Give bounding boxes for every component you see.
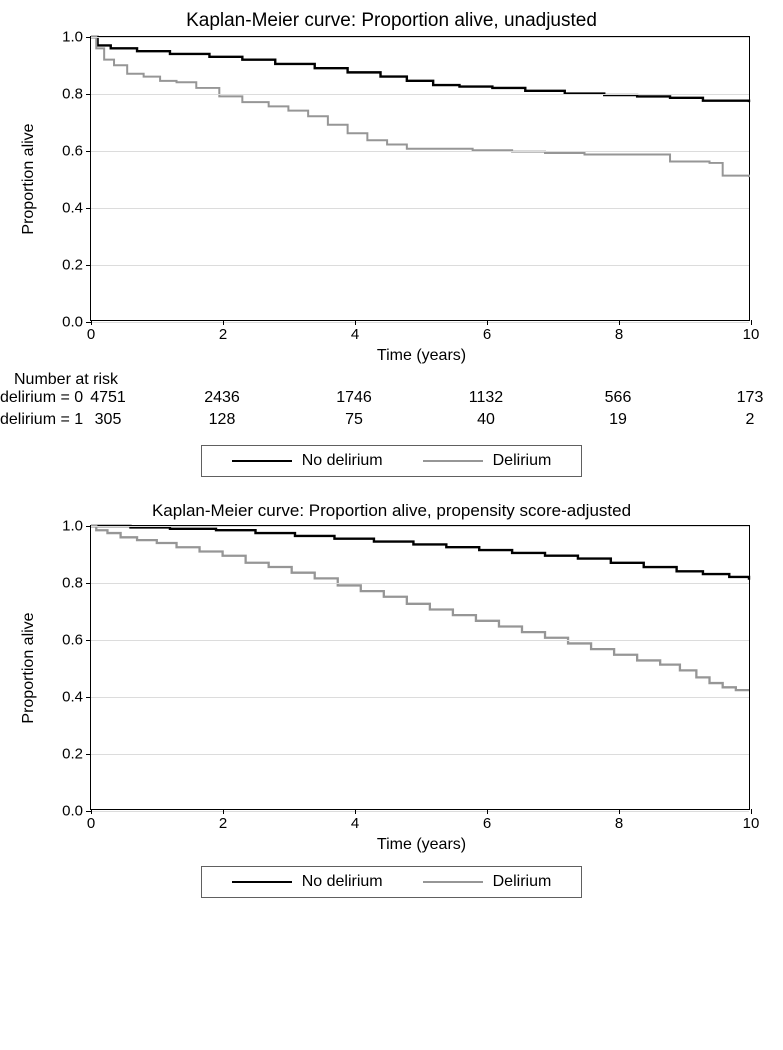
xtick-label: 8: [615, 809, 623, 832]
legend-label: Delirium: [493, 452, 552, 470]
legend-label: No delirium: [302, 452, 383, 470]
series-no-delirium: [91, 526, 749, 580]
risk-row: delirium = 13051287540192: [90, 411, 750, 433]
series-no-delirium: [91, 37, 749, 102]
x-axis-title: Time (years): [90, 347, 753, 365]
risk-cell: 2: [746, 411, 755, 429]
km-chart-unadjusted: Kaplan-Meier curve: Proportion alive, un…: [10, 10, 773, 477]
ytick-label: 0.8: [62, 86, 91, 103]
xtick-label: 8: [615, 320, 623, 343]
plot-area: Proportion alive 0.00.20.40.60.81.002468…: [90, 525, 750, 810]
legend-item: Delirium: [423, 873, 552, 891]
gridline: [91, 94, 749, 95]
risk-cell: 1746: [336, 389, 372, 407]
chart-title: Kaplan-Meier curve: Proportion alive, un…: [10, 10, 773, 32]
risk-cell: 566: [605, 389, 632, 407]
ytick-label: 0.2: [62, 257, 91, 274]
risk-row: delirium = 04751243617461132566173: [90, 389, 750, 411]
xtick-label: 2: [219, 809, 227, 832]
ytick-label: 0.2: [62, 746, 91, 763]
legend-item: No delirium: [232, 873, 383, 891]
gridline: [91, 697, 749, 698]
ytick-label: 0.8: [62, 575, 91, 592]
risk-cell: 4751: [90, 389, 126, 407]
risk-cell: 40: [477, 411, 495, 429]
km-chart-adjusted: Kaplan-Meier curve: Proportion alive, pr…: [10, 501, 773, 898]
ytick-label: 0.6: [62, 143, 91, 160]
risk-cell: 173: [737, 389, 764, 407]
gridline: [91, 208, 749, 209]
chart-title: Kaplan-Meier curve: Proportion alive, pr…: [10, 501, 773, 521]
risk-cell: 75: [345, 411, 363, 429]
risk-cell: 305: [95, 411, 122, 429]
legend-swatch: [232, 881, 292, 883]
xtick-label: 6: [483, 809, 491, 832]
series-lines: [91, 37, 749, 320]
series-delirium: [91, 526, 749, 690]
y-axis-title: Proportion alive: [20, 123, 38, 234]
risk-cell: 2436: [204, 389, 240, 407]
y-axis-title: Proportion alive: [20, 612, 38, 723]
xtick-label: 0: [87, 320, 95, 343]
xtick-label: 4: [351, 320, 359, 343]
gridline: [91, 526, 749, 527]
number-at-risk-table: Number at risk delirium = 04751243617461…: [10, 371, 773, 433]
series-lines: [91, 526, 749, 809]
xtick-label: 10: [743, 320, 760, 343]
xtick-label: 10: [743, 809, 760, 832]
legend: No delirium Delirium: [201, 445, 583, 477]
legend-swatch: [423, 881, 483, 883]
ytick-label: 1.0: [62, 29, 91, 46]
gridline: [91, 811, 749, 812]
xtick-label: 0: [87, 809, 95, 832]
legend-swatch: [423, 460, 483, 462]
xtick-label: 4: [351, 809, 359, 832]
ytick-label: 0.4: [62, 689, 91, 706]
risk-cell: 1132: [469, 389, 503, 407]
gridline: [91, 37, 749, 38]
legend-swatch: [232, 460, 292, 462]
ytick-label: 1.0: [62, 518, 91, 535]
series-delirium: [91, 37, 749, 177]
legend-label: Delirium: [493, 873, 552, 891]
legend-item: No delirium: [232, 452, 383, 470]
ytick-label: 0.6: [62, 632, 91, 649]
xtick-label: 2: [219, 320, 227, 343]
gridline: [91, 151, 749, 152]
legend-label: No delirium: [302, 873, 383, 891]
gridline: [91, 583, 749, 584]
gridline: [91, 322, 749, 323]
risk-row-label: delirium = 1: [0, 411, 110, 429]
gridline: [91, 640, 749, 641]
ytick-label: 0.4: [62, 200, 91, 217]
xtick-label: 6: [483, 320, 491, 343]
legend: No delirium Delirium: [201, 866, 583, 898]
gridline: [91, 754, 749, 755]
risk-cell: 128: [209, 411, 236, 429]
gridline: [91, 265, 749, 266]
legend-item: Delirium: [423, 452, 552, 470]
risk-cell: 19: [609, 411, 627, 429]
plot-area: Proportion alive 0.00.20.40.60.81.002468…: [90, 36, 750, 321]
x-axis-title: Time (years): [90, 836, 753, 854]
risk-table-header: Number at risk: [14, 371, 773, 389]
